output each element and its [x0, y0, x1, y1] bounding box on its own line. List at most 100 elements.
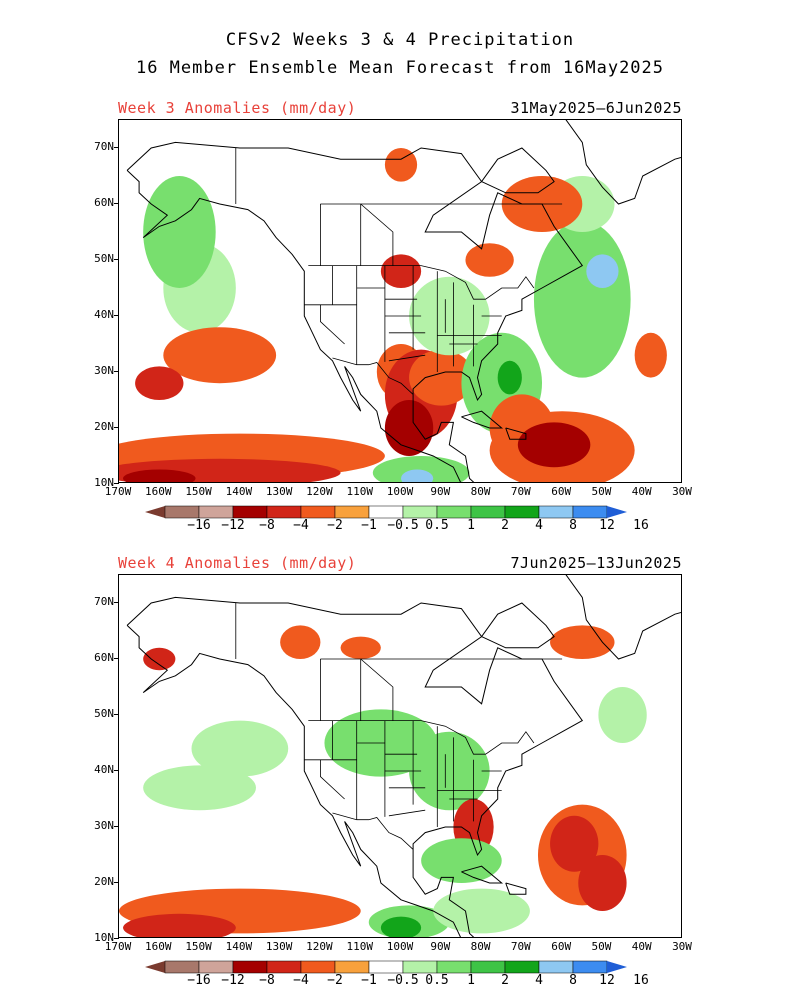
lat-tick-label: 60N	[94, 651, 114, 664]
anomaly-region	[380, 254, 422, 288]
political-border	[332, 357, 414, 395]
lat-tick-mark	[114, 259, 119, 260]
lon-tick-label: 130W	[265, 940, 293, 953]
lon-tick-label: 50W	[591, 940, 612, 953]
anomaly-region	[340, 636, 381, 659]
coastline	[505, 427, 527, 440]
lon-tick-label: 150W	[185, 940, 212, 953]
anomaly-region	[380, 916, 422, 937]
coastline	[565, 575, 681, 660]
lon-tick-label: 30W	[672, 485, 692, 498]
lat-tick-label: 70N	[94, 140, 114, 153]
lat-tick-label: 20N	[94, 875, 114, 888]
lon-tick-label: 70W	[510, 940, 531, 953]
lon-tick-label: 160W	[145, 485, 172, 498]
colorbar-swatches	[145, 505, 627, 519]
political-border	[320, 759, 345, 800]
anomaly-region	[550, 625, 615, 659]
lon-tick-label: 100W	[386, 485, 414, 498]
colorbar-label: 4	[535, 518, 543, 533]
lon-tick-label: 170W	[104, 940, 132, 953]
colorbar-swatch	[300, 960, 336, 974]
anomaly-region	[384, 148, 418, 182]
lat-tick-mark	[114, 203, 119, 204]
colorbar-label: 16	[633, 518, 649, 533]
anomaly-region	[533, 220, 631, 378]
lat-tick-label: 30N	[94, 364, 114, 377]
colorbar-label: −2	[327, 518, 343, 533]
anomaly-region	[191, 720, 289, 777]
colorbar-label: −16	[187, 973, 211, 988]
lon-tick-label: 60W	[551, 940, 572, 953]
political-border	[332, 812, 414, 850]
colorbar-label: 2	[501, 518, 509, 533]
lat-tick-label: 70N	[94, 595, 114, 608]
colorbar-swatch	[164, 505, 200, 519]
lon-tick-label: 80W	[470, 485, 491, 498]
colorbar-label: 1	[467, 518, 475, 533]
map-subtitle: 16 Member Ensemble Mean Forecast from 16…	[135, 58, 665, 78]
anomaly-region	[123, 469, 196, 482]
coastline	[461, 410, 504, 429]
week3-map-canvas	[119, 120, 681, 482]
week4-map	[118, 574, 682, 938]
lat-tick-mark	[114, 315, 119, 316]
lat-tick-label: 10N	[94, 476, 114, 489]
colorbar-swatch	[198, 505, 234, 519]
colorbar-swatch	[572, 960, 608, 974]
lat-tick-label: 30N	[94, 819, 114, 832]
colorbar-swatch	[334, 960, 370, 974]
lon-tick-label: 100W	[386, 940, 414, 953]
week4-map-canvas	[119, 575, 681, 937]
colorbar-label: −12	[221, 518, 245, 533]
colorbar-swatch	[572, 505, 608, 519]
lat-tick-mark	[114, 714, 119, 715]
colorbar-swatch	[436, 960, 472, 974]
anomaly-region	[123, 913, 236, 937]
colorbar-label: −2	[327, 973, 343, 988]
lat-tick-label: 50N	[94, 707, 114, 720]
anomaly-region	[409, 731, 490, 811]
colorbar-label: −1	[361, 973, 377, 988]
colorbar-swatch	[504, 505, 540, 519]
colorbar-label: 8	[569, 518, 577, 533]
coastline	[505, 882, 527, 895]
anomaly-region	[143, 176, 216, 288]
lon-tick-label: 120W	[306, 940, 333, 953]
colorbar-swatches	[145, 960, 627, 974]
lon-tick-label: 110W	[346, 940, 373, 953]
colorbar-label: 8	[569, 973, 577, 988]
lat-tick-mark	[114, 483, 119, 484]
colorbar-label: −0.5	[387, 518, 419, 533]
coastline	[481, 147, 555, 194]
lat-tick-mark	[114, 427, 119, 428]
political-border	[308, 720, 535, 755]
colorbar-high-arrow	[607, 961, 627, 973]
political-border	[388, 354, 426, 362]
week3-title: Week 3 Anomalies (mm/day)	[118, 99, 357, 117]
lat-tick-mark	[114, 938, 119, 939]
anomaly-region	[135, 366, 184, 400]
political-border	[308, 265, 535, 300]
anomaly-region	[465, 243, 514, 277]
lon-tick-label: 110W	[346, 485, 373, 498]
anomaly-region	[578, 855, 627, 911]
colorbar-swatch	[266, 505, 302, 519]
anomaly-region	[433, 888, 530, 934]
week3-dates: 31May2025–6Jun2025	[510, 99, 682, 117]
colorbar-label: 12	[599, 518, 615, 533]
colorbar-swatch	[402, 960, 438, 974]
lon-tick-label: 140W	[225, 485, 253, 498]
coastline	[461, 865, 504, 884]
political-border	[320, 304, 345, 345]
colorbar-label: 4	[535, 973, 543, 988]
colorbar-label: −16	[187, 518, 211, 533]
colorbar-swatch	[164, 960, 200, 974]
colorbar-swatch	[300, 505, 336, 519]
lat-tick-label: 50N	[94, 252, 114, 265]
lon-tick-label: 90W	[430, 485, 451, 498]
lat-tick-mark	[114, 602, 119, 603]
anomaly-region	[143, 647, 176, 671]
lat-tick-label: 40N	[94, 308, 114, 321]
colorbar-label: 0.5	[425, 518, 449, 533]
